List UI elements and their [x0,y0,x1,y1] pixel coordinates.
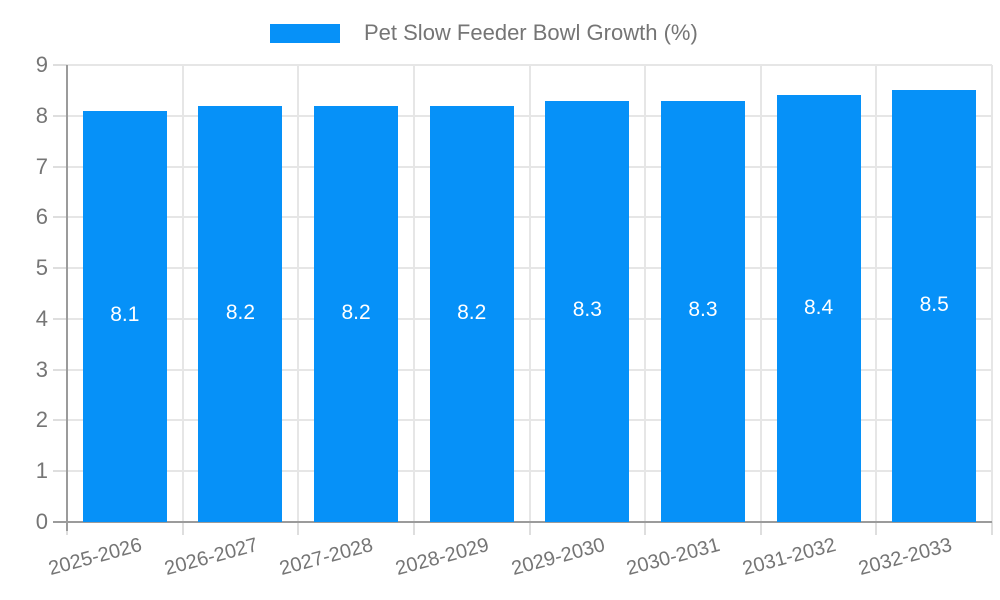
x-axis-label: 2032-2033 [855,534,954,581]
bar [660,100,745,522]
x-axis-label: 2025-2026 [46,534,145,581]
x-axis-label: 2029-2030 [508,534,608,581]
x-axis-tick [528,522,531,535]
x-axis-tick [412,522,415,535]
bar [429,105,514,522]
legend: Pet Slow Feeder Bowl Growth (%) [0,0,1000,56]
x-axis-line [53,521,992,523]
y-axis-tick [53,165,67,168]
x-axis-tick [759,522,762,535]
bar-value-label: 8.3 [572,298,602,322]
legend-label: Pet Slow Feeder Bowl Growth (%) [364,20,698,45]
x-axis-tick [644,522,647,535]
y-axis-tick [53,317,67,320]
bar [314,105,399,522]
x-axis-tick [991,522,993,535]
y-axis-label: 1 [35,458,48,484]
gridline-vertical [528,65,531,522]
x-axis-tick [875,522,878,535]
bar [198,105,283,522]
gridline-vertical [759,65,762,522]
y-axis-tick [53,114,67,117]
x-axis-label: 2027-2028 [277,534,376,581]
bar-value-label: 8.2 [341,300,371,324]
y-axis-label: 3 [35,356,48,382]
y-axis-tick [53,216,67,219]
bar-value-label: 8.3 [688,298,718,322]
y-axis-label: 6 [35,204,48,230]
bar [776,95,861,522]
y-axis-tick [53,470,67,473]
y-axis-label: 0 [35,509,48,534]
x-axis-label: 2031-2032 [740,534,839,581]
y-axis-label: 8 [35,102,48,128]
gridline-vertical [412,65,415,522]
bar-value-label: 8.5 [919,293,949,317]
y-axis-line [66,65,68,531]
gridline-vertical [297,65,300,522]
y-axis-tick [53,419,67,422]
gridline-vertical [991,65,993,522]
y-axis-label: 7 [35,153,48,179]
y-axis-tick [53,267,67,270]
y-axis-label: 5 [35,255,48,281]
y-axis-label: 2 [35,407,48,433]
gridline-vertical [181,65,184,522]
x-axis-label: 2030-2031 [624,534,723,581]
bar-value-label: 8.2 [457,300,487,324]
gridline-vertical [875,65,878,522]
x-axis-label: 2026-2027 [162,534,261,581]
x-axis-label: 2028-2029 [393,534,492,581]
bar [545,100,630,522]
bar-value-label: 8.4 [803,295,834,319]
bar [892,90,977,522]
bar-value-label: 8.1 [110,303,140,327]
bar [82,110,167,522]
legend-swatch [270,24,340,43]
y-axis-label: 4 [35,305,48,331]
x-axis-tick [297,522,300,535]
y-axis-tick [53,64,67,66]
x-axis-tick [181,522,184,535]
bar-value-label: 8.2 [225,300,256,324]
y-axis-tick [53,368,67,371]
gridline-vertical [644,65,647,522]
y-axis-label: 9 [35,52,48,77]
